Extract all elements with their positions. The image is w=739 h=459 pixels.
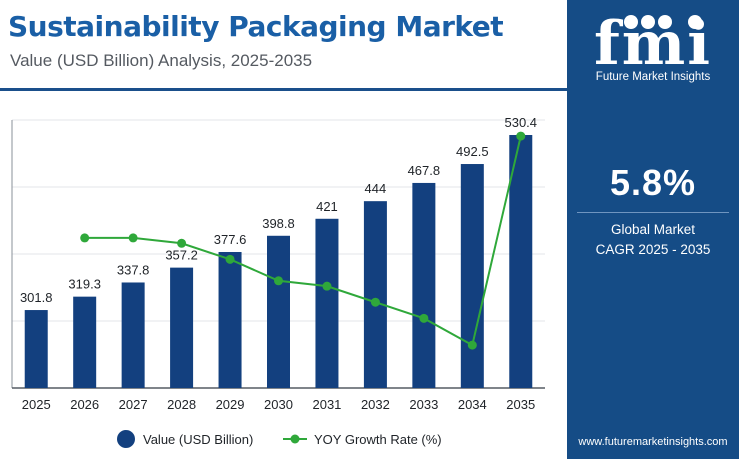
x-tick-label: 2031	[312, 397, 341, 412]
bar	[170, 267, 194, 388]
bar-value-label: 467.8	[408, 163, 441, 178]
x-tick-label: 2029	[216, 397, 245, 412]
side-panel: fmi Future Market Insights 5.8% Global M…	[567, 0, 739, 459]
bar	[267, 235, 290, 388]
cagr-value: 5.8%	[609, 162, 697, 203]
bar-value-label: 301.8	[20, 290, 53, 305]
growth-rate-point	[419, 313, 429, 323]
bar	[73, 296, 97, 388]
x-tick-label: 2025	[22, 397, 51, 412]
chart-title: Sustainability Packaging Market	[8, 10, 504, 43]
bar-value-label: 444	[365, 181, 387, 196]
header-divider	[0, 88, 567, 91]
bar-value-label: 398.8	[262, 216, 295, 231]
legend-line-marker	[290, 434, 300, 444]
bar-value-label: 377.6	[214, 232, 247, 247]
growth-rate-point	[274, 276, 283, 286]
growth-rate-point	[516, 131, 526, 141]
growth-rate-point	[467, 340, 477, 350]
bar	[412, 182, 436, 388]
bar-value-label: 492.5	[456, 144, 489, 159]
growth-rate-point	[80, 233, 90, 243]
bar	[315, 218, 339, 388]
legend-line-label: YOY Growth Rate (%)	[314, 432, 442, 447]
x-tick-label: 2035	[506, 397, 535, 412]
bar-value-label: 319.3	[68, 277, 101, 292]
growth-rate-point	[225, 254, 235, 264]
bar	[363, 201, 387, 388]
bar-value-label: 357.2	[165, 248, 198, 263]
bar-value-label: 421	[316, 199, 338, 214]
x-tick-label: 2026	[70, 397, 99, 412]
bar-value-label: 530.4	[504, 115, 537, 130]
bar	[460, 164, 484, 388]
cagr-label-line2: CAGR 2025 - 2035	[595, 242, 711, 257]
x-tick-label: 2027	[119, 397, 148, 412]
bar	[24, 310, 48, 388]
x-tick-label: 2033	[409, 397, 438, 412]
chart-subtitle: Value (USD Billion) Analysis, 2025-2035	[10, 51, 313, 70]
website-link[interactable]: www.futuremarketinsights.com	[578, 436, 728, 448]
logo-dot-icon	[641, 15, 655, 29]
growth-rate-point	[370, 297, 380, 307]
x-tick-label: 2034	[458, 397, 487, 412]
growth-rate-line	[84, 135, 522, 347]
x-tick-label: 2028	[167, 397, 196, 412]
logo-dot-icon	[688, 15, 702, 29]
bar	[121, 282, 145, 388]
logo-dot-icon	[658, 15, 672, 29]
cagr-label-line1: Global Market	[610, 222, 696, 237]
fmi-logo: fmi	[594, 9, 710, 70]
growth-rate-point	[177, 238, 187, 248]
brand-name: Future Market Insights	[595, 71, 711, 83]
logo-dot-icon	[624, 15, 638, 29]
growth-rate-point	[322, 281, 332, 291]
legend-bar-swatch	[117, 430, 135, 448]
bar	[509, 135, 533, 388]
growth-rate-point	[128, 233, 138, 243]
legend-bar-label: Value (USD Billion)	[143, 432, 253, 447]
chart: 301.8 319.3 337.8 357.2 377.6 398.8 421 444 467.…	[11, 115, 545, 448]
bar-value-label: 337.8	[117, 262, 150, 277]
bar	[218, 252, 242, 388]
x-tick-label: 2032	[361, 397, 390, 412]
panel-divider	[577, 212, 729, 213]
x-tick-label: 2030	[264, 397, 293, 412]
